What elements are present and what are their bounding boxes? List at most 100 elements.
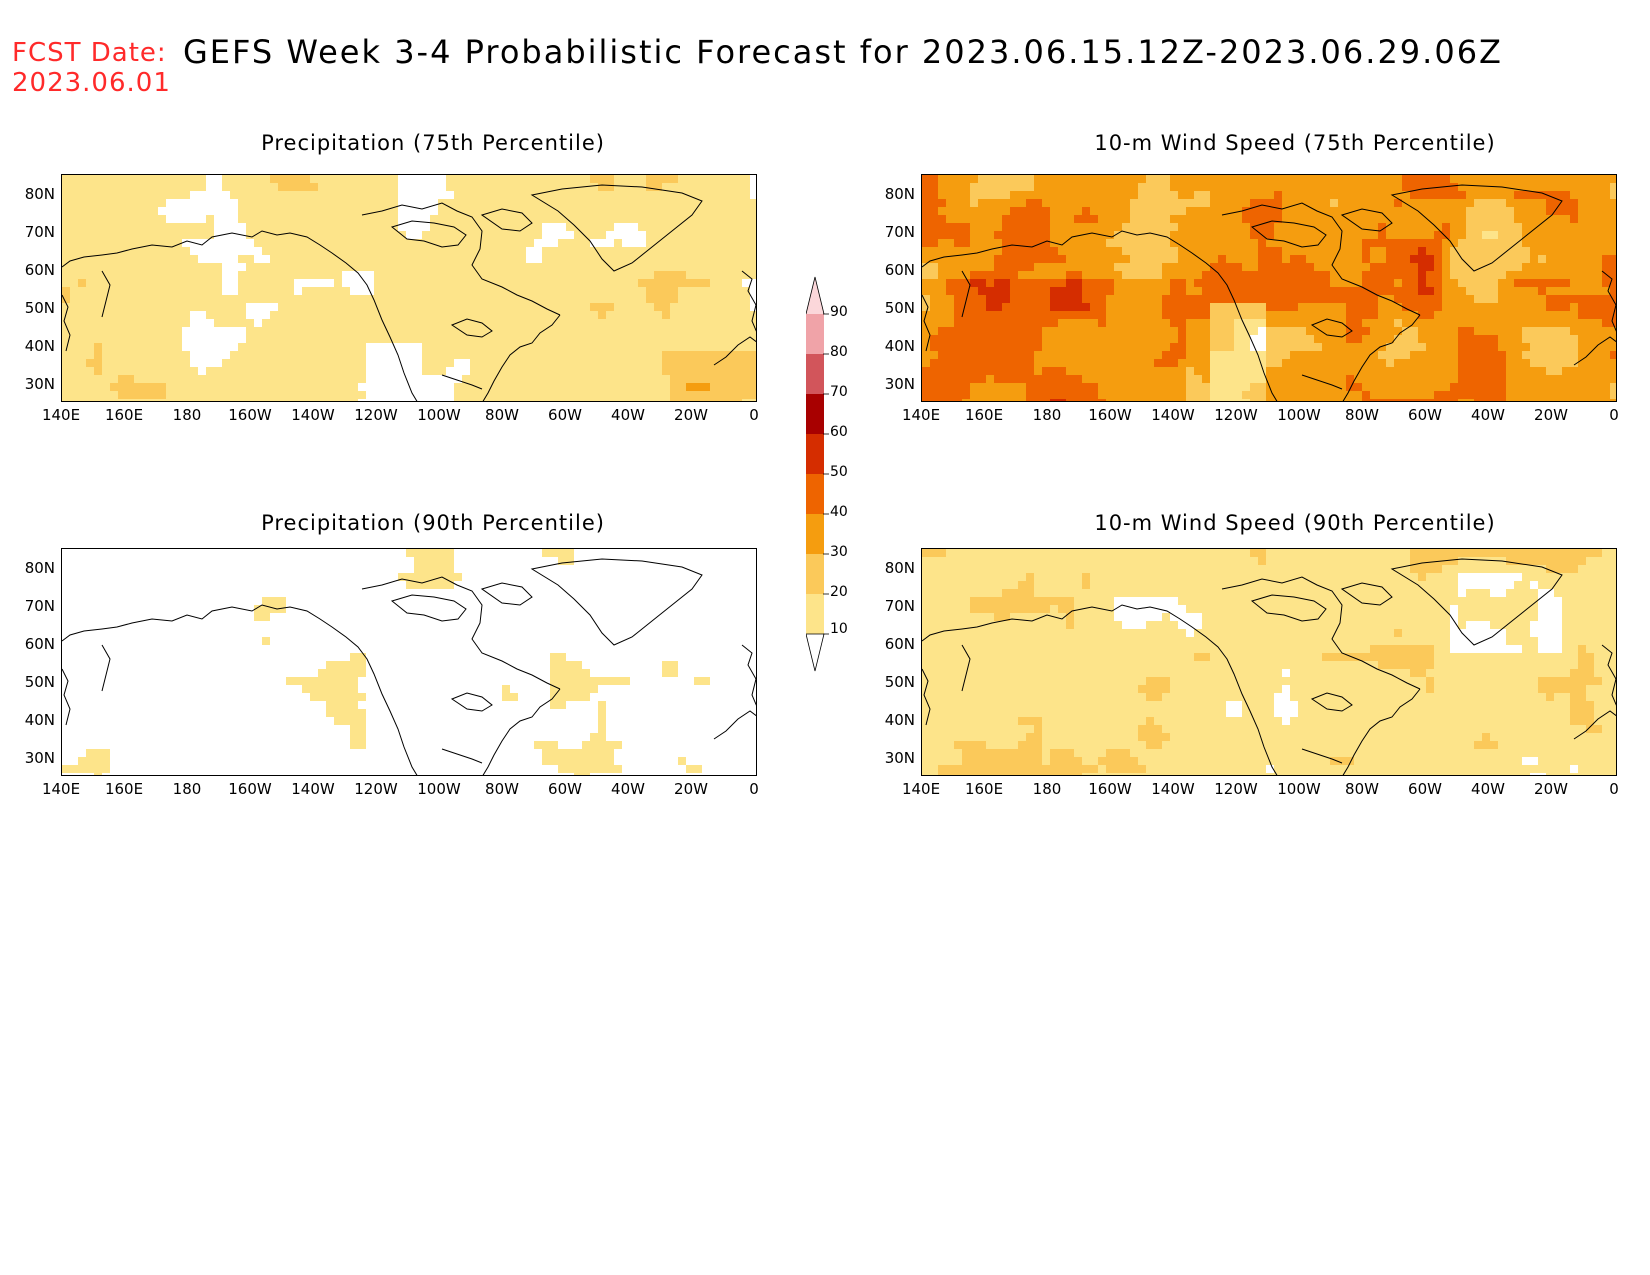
coastline — [922, 604, 1278, 775]
lat-tick-label: 50N — [884, 299, 915, 317]
lon-tick-label: 0 — [1609, 780, 1619, 798]
lon-tick-label: 180 — [172, 780, 202, 798]
coastline — [361, 576, 561, 690]
coastline — [441, 374, 483, 390]
lon-tick-label: 60W — [548, 406, 582, 424]
colorbar-top-triangle — [806, 277, 824, 314]
lon-tick-label: 120W — [354, 780, 398, 798]
forecast-date-label: FCST Date: — [12, 38, 167, 68]
lon-tick-label: 60W — [1408, 406, 1442, 424]
coastline — [713, 710, 756, 740]
coastline — [1301, 748, 1343, 764]
lon-tick-label: 60W — [548, 780, 582, 798]
panel-title-precip75: Precipitation (75th Percentile) — [261, 131, 605, 155]
lon-tick-label: 140W — [1151, 406, 1195, 424]
map-field-svg — [62, 549, 756, 775]
lat-tick-label: 80N — [24, 185, 55, 203]
coastline — [1601, 270, 1616, 332]
lon-tick-label: 40W — [1471, 406, 1505, 424]
lon-tick-label: 140E — [41, 406, 81, 424]
lat-tick-label: 60N — [884, 635, 915, 653]
forecast-date-value: 2023.06.01 — [12, 68, 171, 98]
lat-tick-label: 70N — [24, 597, 55, 615]
colorbar-box — [806, 394, 824, 434]
lon-tick-label: 20W — [674, 406, 708, 424]
lon-tick-label: 60W — [1408, 780, 1442, 798]
coastline — [62, 230, 418, 401]
coastline — [62, 668, 71, 726]
colorbar-box — [806, 434, 824, 474]
coastline — [1250, 220, 1327, 248]
lon-tick-label: 80W — [485, 780, 519, 798]
lat-tick-label: 30N — [884, 375, 915, 393]
map-field-svg — [922, 549, 1616, 775]
coastline — [741, 644, 756, 706]
lon-tick-label: 0 — [749, 780, 759, 798]
coastline — [482, 688, 561, 775]
lat-tick-label: 40N — [884, 711, 915, 729]
coastline — [1573, 710, 1616, 740]
coastline — [530, 184, 703, 272]
coastline — [961, 644, 971, 692]
lon-tick-label: 160W — [228, 780, 272, 798]
lon-tick-label: 140W — [291, 406, 335, 424]
colorbar-box — [806, 354, 824, 394]
colorbar-level-label: 40 — [830, 504, 848, 520]
coastline — [741, 270, 756, 332]
coastline — [1573, 336, 1616, 366]
lon-tick-label: 140E — [41, 780, 81, 798]
coastline — [1310, 692, 1353, 712]
colorbar-level-label: 60 — [830, 424, 848, 440]
coastline — [1221, 576, 1421, 690]
coastline — [1301, 374, 1343, 390]
coastline — [713, 336, 756, 366]
lon-tick-label: 140E — [901, 780, 941, 798]
coastline — [1390, 184, 1563, 272]
lat-tick-label: 30N — [24, 749, 55, 767]
map-field-svg — [62, 175, 756, 401]
map-wind-90 — [921, 548, 1617, 776]
panel-title-wind90: 10-m Wind Speed (90th Percentile) — [1094, 511, 1496, 535]
colorbar-svg — [805, 276, 829, 672]
lat-tick-label: 60N — [24, 635, 55, 653]
coastline — [62, 294, 71, 352]
coastline — [1342, 314, 1421, 401]
coastline — [1221, 202, 1421, 316]
lon-tick-label: 160W — [228, 406, 272, 424]
lon-tick-label: 80W — [1345, 406, 1379, 424]
colorbar-level-label: 90 — [830, 304, 848, 320]
lat-tick-label: 30N — [884, 749, 915, 767]
coastline — [1390, 558, 1563, 646]
colorbar-box — [806, 314, 824, 354]
page-title: GEFS Week 3-4 Probabilistic Forecast for… — [183, 33, 1503, 71]
lon-tick-label: 40W — [1471, 780, 1505, 798]
coastline — [101, 270, 111, 318]
lon-tick-label: 0 — [1609, 406, 1619, 424]
coastline — [1342, 688, 1421, 775]
lon-tick-label: 100W — [417, 406, 461, 424]
lon-tick-label: 160E — [104, 780, 144, 798]
lon-tick-label: 120W — [1214, 406, 1258, 424]
coastline — [530, 558, 703, 646]
lon-tick-label: 40W — [611, 406, 645, 424]
colorbar — [805, 272, 866, 686]
lat-tick-label: 30N — [24, 375, 55, 393]
lat-tick-label: 70N — [24, 223, 55, 241]
coastline — [361, 202, 561, 316]
lon-tick-label: 20W — [1534, 780, 1568, 798]
lat-tick-label: 40N — [884, 337, 915, 355]
panel-title-precip90: Precipitation (90th Percentile) — [261, 511, 605, 535]
coastline — [1310, 318, 1353, 338]
lon-tick-label: 20W — [1534, 406, 1568, 424]
lon-tick-label: 180 — [172, 406, 202, 424]
lon-tick-label: 100W — [1277, 406, 1321, 424]
lon-tick-label: 80W — [1345, 780, 1379, 798]
lon-tick-label: 140W — [1151, 780, 1195, 798]
colorbar-level-label: 50 — [830, 464, 848, 480]
forecast-date: FCST Date: 2023.06.01 — [12, 38, 171, 98]
lon-tick-label: 80W — [485, 406, 519, 424]
lon-tick-label: 160E — [104, 406, 144, 424]
coastline — [480, 582, 533, 606]
coastline — [961, 270, 971, 318]
coastline — [101, 644, 111, 692]
